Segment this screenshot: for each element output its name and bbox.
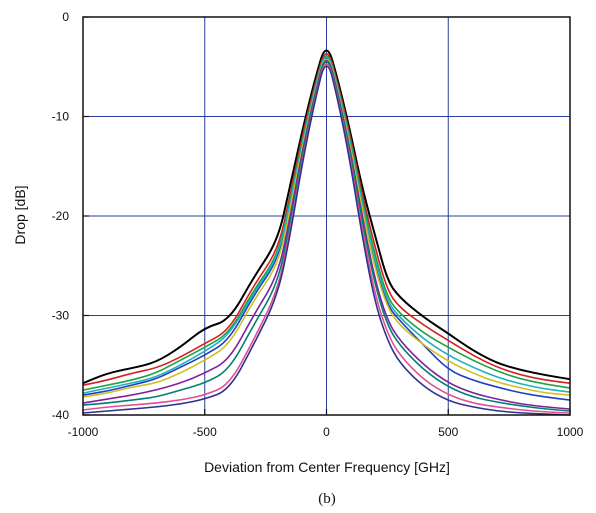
- series-line-2: [82, 53, 571, 386]
- x-axis-label: Deviation from Center Frequency [GHz]: [204, 459, 450, 475]
- x-tick-label: 1000: [557, 425, 584, 439]
- series-line-9: [82, 63, 571, 414]
- y-tick-label: 0: [62, 10, 69, 24]
- series-line-6: [82, 58, 571, 398]
- series-line-3: [82, 55, 571, 391]
- y-tick-label: -30: [52, 309, 70, 323]
- series-line-8: [82, 61, 571, 412]
- y-tick-label: -10: [52, 110, 70, 124]
- ticks: -1000 -500 0 500 1000 0 -10 -20 -30 -40: [52, 10, 584, 439]
- y-tick-label: -40: [52, 408, 70, 422]
- x-tick-label: -1000: [68, 425, 99, 439]
- series-line-10: [82, 65, 571, 416]
- x-tick-label: -500: [193, 425, 217, 439]
- series-line-4: [82, 57, 571, 401]
- grid: [83, 17, 570, 415]
- series-line-1: [82, 49, 571, 385]
- x-tick-label: 500: [438, 425, 458, 439]
- series-line-5: [82, 56, 571, 394]
- series-group: [82, 49, 571, 416]
- y-tick-label: -20: [52, 209, 70, 223]
- x-tick-label: 0: [323, 425, 330, 439]
- y-axis-label: Drop [dB]: [12, 185, 28, 244]
- figure-caption: (b): [318, 491, 336, 507]
- series-line-7: [82, 59, 571, 410]
